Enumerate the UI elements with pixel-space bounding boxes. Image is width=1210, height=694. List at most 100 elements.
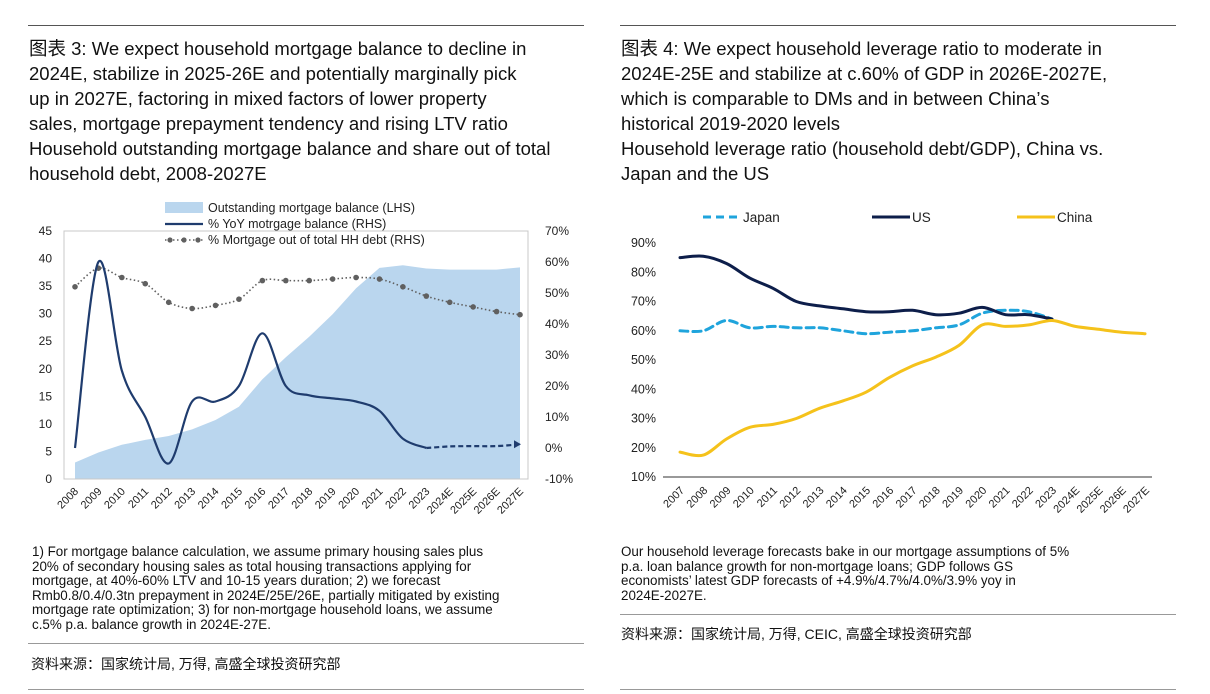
right-bottom-rule — [620, 689, 1176, 690]
right-source: 资料来源：国家统计局, 万得, CEIC, 高盛全球投资研究部 — [621, 626, 972, 642]
y-left-tick-label: 10 — [39, 417, 53, 431]
line-yoy-mortgage-balance — [73, 259, 427, 465]
point-mortgage-share — [259, 277, 266, 284]
point-mortgage-share — [189, 305, 195, 312]
left-figure-title: 图表 3: We expect household mortgage balan… — [29, 36, 599, 186]
x-tick-label: 2017 — [894, 485, 920, 511]
y-right-tick-label: 40% — [545, 317, 569, 331]
x-tick-label: 2010 — [731, 485, 757, 511]
y-tick-label: 10% — [631, 470, 656, 484]
y-left-tick-label: 35 — [39, 279, 53, 293]
y-left-tick-label: 20 — [39, 362, 53, 376]
left-subtitle-line: household debt, 2008-2027E — [29, 163, 267, 184]
right-figure-title: 图表 4: We expect household leverage ratio… — [621, 36, 1191, 186]
x-tick-label: 2007 — [661, 485, 687, 511]
area-outstanding-mortgage-balance — [75, 265, 520, 479]
right-note-line: p.a. loan balance growth for non-mortgag… — [621, 558, 1014, 574]
y-right-tick-label: 20% — [545, 379, 569, 393]
x-tick-label: 2008 — [685, 485, 711, 511]
legend-marker-share — [181, 237, 187, 243]
plot-frame — [63, 230, 529, 480]
point-mortgage-share — [119, 274, 125, 281]
x-tick-label: 2021 — [987, 485, 1013, 511]
x-tick-label: 2014 — [824, 485, 850, 511]
x-tick-label: 2011 — [755, 485, 780, 510]
y-left-tick-label: 25 — [39, 334, 53, 348]
right-note-line: 2024E-2027E. — [621, 587, 707, 603]
x-tick-label: 2027E — [1121, 485, 1152, 516]
left-subtitle-line: Household outstanding mortgage balance a… — [29, 138, 551, 159]
point-mortgage-share — [236, 296, 242, 303]
legend-marker-share — [167, 237, 173, 243]
x-tick-label: 2021 — [360, 486, 386, 512]
x-tick-label: 2013 — [801, 485, 827, 511]
line-japan — [678, 308, 1054, 336]
point-mortgage-share — [282, 277, 289, 284]
x-tick-label: 2015 — [847, 485, 873, 511]
x-tick-label: 2016 — [243, 486, 269, 512]
x-tick-label: 2019 — [940, 485, 966, 511]
x-tick-label: 2012 — [149, 486, 175, 512]
x-tick-label: 2012 — [778, 485, 804, 511]
left-note-line: Rmb0.8/0.4/0.3tn prepayment in 2024E/25E… — [32, 587, 500, 603]
left-note-line: 1) For mortgage balance calculation, we … — [32, 544, 484, 559]
y-tick-label: 40% — [631, 382, 656, 396]
right-subtitle-line: Household leverage ratio (household debt… — [621, 138, 1104, 159]
point-mortgage-share — [470, 304, 476, 310]
right-subtitle-line: Japan and the US — [621, 163, 770, 184]
point-mortgage-share — [212, 302, 219, 309]
y-right-tick-label: 30% — [545, 348, 569, 362]
point-mortgage-share — [353, 274, 359, 281]
y-left-tick-label: 0 — [45, 472, 52, 486]
point-mortgage-share — [517, 311, 523, 318]
x-tick-label: 2019 — [313, 486, 339, 512]
y-tick-label: 50% — [631, 353, 656, 367]
y-right-tick-label: -10% — [545, 472, 573, 486]
line-us — [678, 254, 1054, 321]
y-tick-label: 70% — [631, 295, 656, 309]
legend-label: Outstanding mortgage balance (LHS) — [208, 201, 415, 215]
left-title-line: sales, mortgage prepayment tendency and … — [29, 113, 508, 134]
point-mortgage-share — [329, 276, 336, 282]
legend-label: US — [912, 210, 931, 225]
right-title-line: which is comparable to DMs and in betwee… — [621, 88, 1050, 109]
x-tick-label: 2009 — [79, 486, 105, 512]
y-right-tick-label: 60% — [545, 255, 569, 269]
y-left-tick-label: 30 — [39, 307, 53, 321]
x-tick-label: 2008 — [55, 486, 81, 512]
x-tick-label: 2016 — [871, 485, 897, 511]
y-tick-label: 30% — [631, 412, 656, 426]
left-note-line: mortgage rate optimization; 3) for non-m… — [32, 602, 493, 617]
y-left-tick-label: 15 — [39, 389, 53, 403]
x-tick-label: 2017 — [266, 486, 292, 512]
y-right-tick-label: 50% — [545, 286, 569, 300]
legend-swatch-area — [165, 202, 203, 213]
right-top-rule — [620, 25, 1176, 26]
x-tick-label: 2020 — [964, 485, 990, 511]
household-leverage-chart: 10%20%30%40%50%60%70%80%90%2007200820092… — [631, 210, 1152, 516]
point-mortgage-share — [142, 280, 149, 287]
left-footnote: 1) For mortgage balance calculation, we … — [32, 544, 592, 632]
x-tick-label: 2014 — [196, 486, 222, 512]
left-source: 资料来源：国家统计局, 万得, 高盛全球投资研究部 — [31, 656, 341, 672]
left-note-line: c.5% p.a. balance growth in 2024E-27E. — [32, 616, 271, 632]
right-note-line: economists’ latest GDP forecasts of +4.9… — [621, 573, 1016, 588]
x-tick-label: 2018 — [917, 485, 943, 511]
left-title-line: 2024E, stabilize in 2025-26E and potenti… — [29, 63, 517, 84]
left-top-rule — [28, 25, 584, 26]
left-source-rule — [28, 643, 584, 644]
left-bottom-rule — [28, 689, 584, 690]
x-tick-label: 2010 — [102, 486, 128, 512]
x-tick-label: 2009 — [708, 485, 734, 511]
point-mortgage-share — [165, 299, 172, 306]
y-right-tick-label: 0% — [545, 441, 563, 455]
point-mortgage-share — [376, 276, 383, 282]
x-tick-label: 2022 — [383, 486, 409, 512]
x-tick-label: 2018 — [290, 486, 316, 512]
point-mortgage-share — [306, 277, 313, 284]
right-title-line: 2024E-25E and stabilize at c.60% of GDP … — [621, 63, 1108, 84]
legend-label: China — [1057, 210, 1093, 225]
y-tick-label: 60% — [631, 324, 656, 338]
y-tick-label: 80% — [631, 265, 656, 279]
x-tick-label: 2011 — [126, 486, 151, 511]
